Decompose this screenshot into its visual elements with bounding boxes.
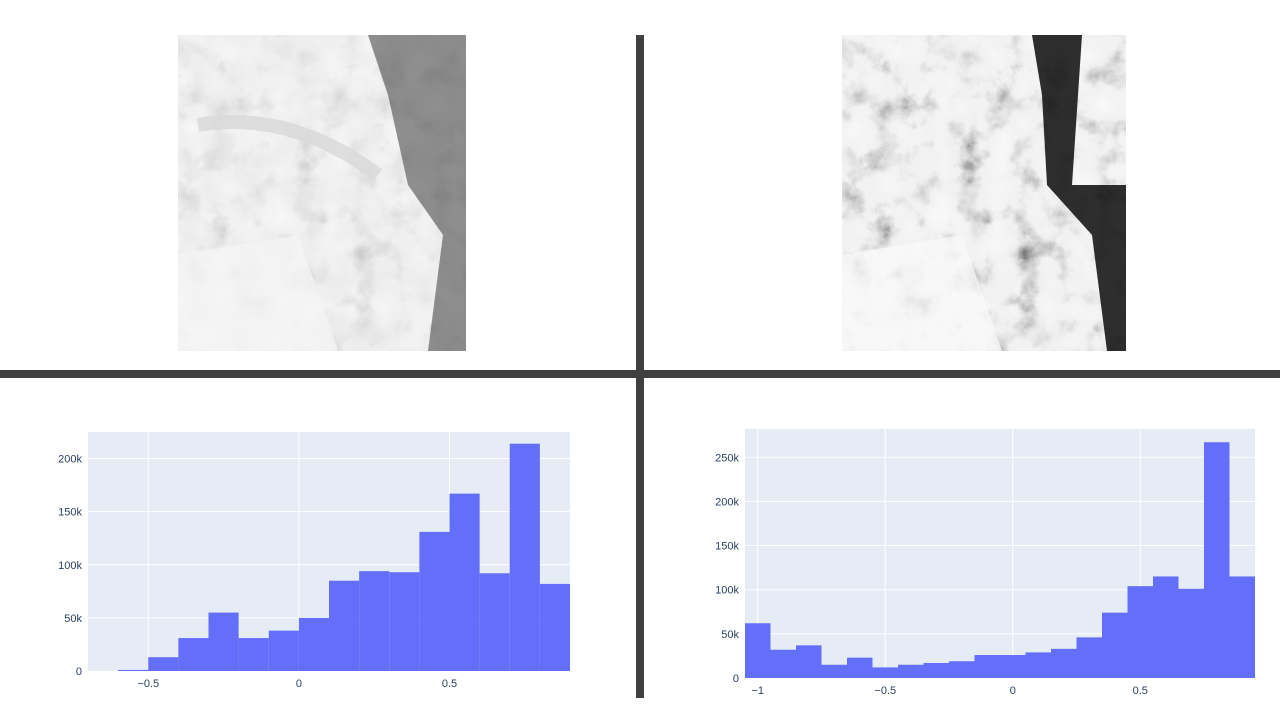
right-histogram-x-tick-label: 0.5 — [1133, 685, 1148, 697]
right-histogram-bar — [923, 662, 949, 678]
left-histogram-bar — [178, 638, 209, 671]
right-histogram-bar — [1025, 652, 1051, 678]
left-histogram-bar — [298, 617, 329, 671]
right-histogram-bar — [847, 657, 873, 678]
left-histogram-x-tick-label: 0.5 — [442, 678, 457, 690]
terrain-image-left — [178, 35, 466, 351]
terrain-image-right — [842, 35, 1126, 351]
left-histogram-bar — [359, 571, 390, 671]
left-histogram-y-tick-label: 50k — [64, 613, 82, 625]
right-histogram-bar — [745, 623, 771, 678]
right-histogram-bar — [1051, 648, 1077, 678]
left-histogram-bar — [539, 583, 570, 671]
left-histogram-bar — [509, 443, 540, 671]
left-histogram-y-tick-label: 150k — [58, 507, 82, 519]
left-histogram-bar — [329, 580, 360, 671]
right-histogram-bar — [821, 664, 847, 678]
right-histogram-x-tick-label: −1 — [751, 685, 764, 697]
horizontal-divider — [0, 370, 1280, 378]
left-histogram-bar — [419, 531, 450, 671]
right-histogram-y-tick-label: 100k — [715, 585, 739, 597]
right-histogram-bar — [770, 649, 796, 678]
right-histogram-bar — [974, 655, 1000, 678]
right-histogram-y-tick-label: 150k — [715, 541, 739, 553]
histogram-left: 0 50k 100k 150k 200k −0.5 0 0.5 — [58, 432, 570, 690]
right-histogram-bar — [1229, 576, 1255, 678]
left-histogram-bar — [389, 572, 420, 671]
right-histogram-bar — [1178, 588, 1204, 678]
vertical-divider — [636, 35, 644, 698]
right-histogram-bar — [796, 645, 822, 678]
right-histogram-y-tick-label: 250k — [715, 452, 739, 464]
right-histogram-bar — [1153, 576, 1179, 678]
right-histogram-bar — [1127, 586, 1153, 678]
left-histogram-bar — [118, 669, 149, 671]
right-histogram-y-tick-label: 0 — [733, 673, 739, 685]
left-histogram-bar — [479, 573, 510, 671]
left-histogram-bar — [449, 493, 480, 671]
right-histogram-bar — [898, 664, 924, 678]
right-histogram-bar — [872, 667, 898, 678]
left-histogram-x-tick-label: 0 — [296, 678, 302, 690]
right-histogram-bar — [1204, 442, 1230, 678]
right-histogram-bar — [949, 661, 975, 678]
right-histogram-y-tick-label: 200k — [715, 496, 739, 508]
right-histogram-bar — [1000, 655, 1026, 678]
left-histogram-x-tick-label: −0.5 — [137, 678, 159, 690]
left-histogram-bar — [238, 638, 269, 671]
left-histogram-y-tick-label: 200k — [58, 454, 82, 466]
left-histogram-bar — [148, 657, 179, 671]
right-histogram-y-tick-label: 50k — [721, 629, 739, 641]
left-histogram-y-tick-label: 0 — [76, 666, 82, 678]
right-histogram-x-tick-label: 0 — [1010, 685, 1016, 697]
right-histogram-bar — [1076, 637, 1102, 678]
left-histogram-bar — [268, 630, 299, 671]
histogram-right: 0 50k 100k 150k 200k 250k −1 −0.5 0 0.5 — [715, 429, 1255, 697]
left-histogram-bar — [208, 612, 239, 671]
right-histogram-x-tick-label: −0.5 — [874, 685, 896, 697]
left-histogram-y-tick-label: 100k — [58, 560, 82, 572]
right-histogram-bar — [1102, 612, 1128, 678]
